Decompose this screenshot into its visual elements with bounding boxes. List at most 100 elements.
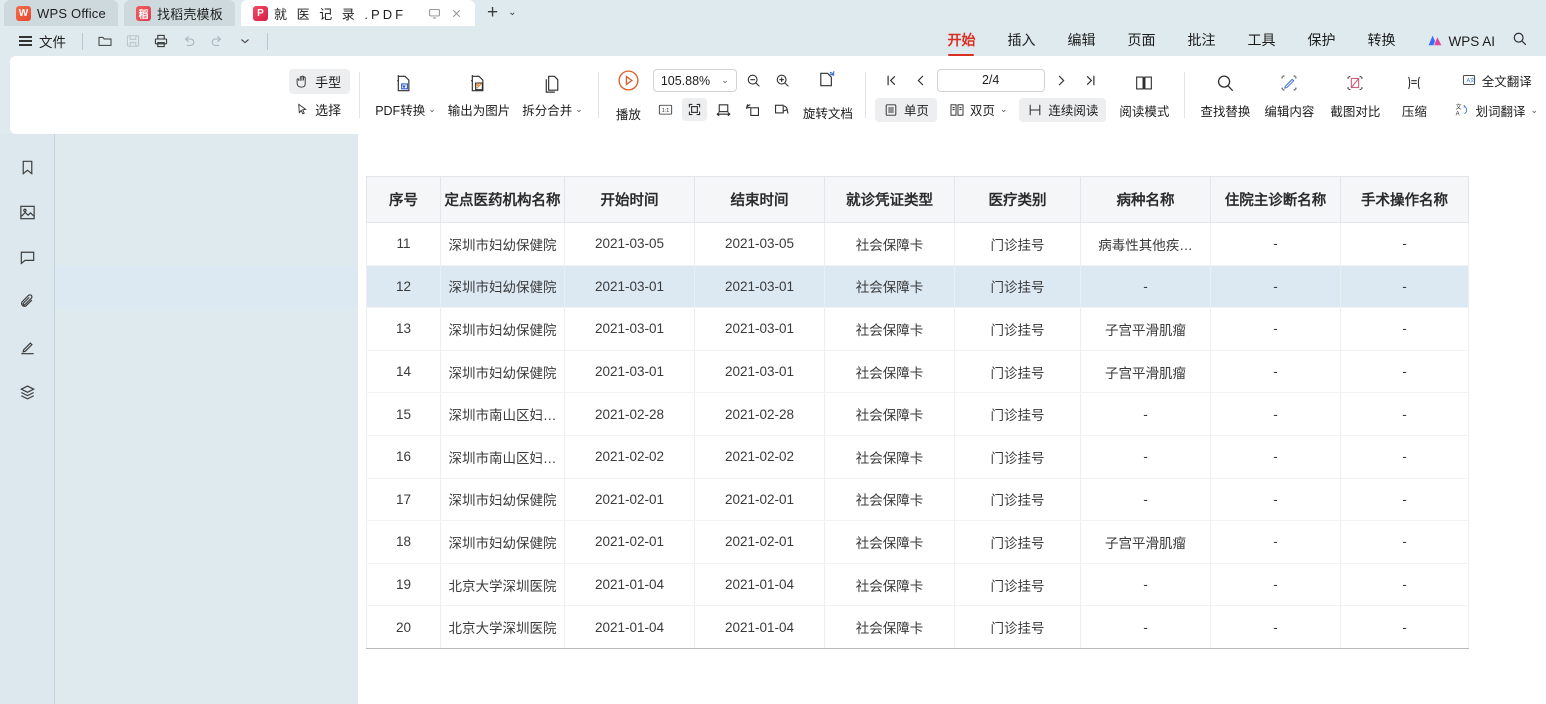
ribbon-tab-convert[interactable]: 转换: [1367, 32, 1396, 48]
table-row[interactable]: 18 深圳市妇幼保健院 2021-02-01 2021-02-01 社会保障卡 门诊挂号子…: [366, 520, 1469, 564]
chevron-down-icon[interactable]: ⌄: [428, 104, 436, 114]
attachment-icon[interactable]: [13, 289, 41, 315]
fit-width-icon[interactable]: [711, 98, 736, 121]
table-row[interactable]: 16 深圳市南山区妇… 2021-02-02 2021-02-02 社会保障卡 门诊挂号 -…: [366, 435, 1469, 479]
table-row[interactable]: 20 北京大学深圳医院 2021-01-04 2021-01-04 社会保障卡 门诊挂号 -…: [366, 605, 1469, 649]
zoom-level-select[interactable]: 105.88% ⌄: [652, 69, 737, 92]
undo-icon[interactable]: [176, 30, 202, 52]
prev-page-icon[interactable]: [908, 69, 933, 92]
split-merge-icon: [541, 71, 564, 95]
double-page-button[interactable]: 双页 ⌄: [941, 98, 1016, 122]
single-page-label: 单页: [903, 104, 929, 118]
table-row[interactable]: 17 深圳市妇幼保健院 2021-02-01 2021-02-01 社会保障卡 门诊挂号 -…: [366, 478, 1469, 522]
daoke-logo-icon: 稻: [135, 5, 151, 21]
table-row[interactable]: 19 北京大学深圳医院 2021-01-04 2021-01-04 社会保障卡 门诊挂号 -…: [366, 563, 1469, 607]
zoom-level-value: 105.88%: [660, 73, 711, 88]
divider: [82, 32, 83, 50]
select-tool-button[interactable]: 选择: [289, 97, 350, 122]
table-cell: 深圳市妇幼保健院: [440, 265, 565, 309]
table-row[interactable]: 13 深圳市妇幼保健院 2021-03-01 2021-03-01 社会保障卡 门诊挂号子…: [366, 307, 1469, 351]
tab-label: WPS Office: [37, 5, 106, 21]
first-page-icon[interactable]: [879, 69, 904, 92]
toolgroup-pointer: 手型 选择: [283, 56, 369, 134]
page-number-input[interactable]: 2/4: [936, 68, 1045, 92]
new-tab-button[interactable]: +: [487, 2, 499, 23]
document-viewport[interactable]: 序号 定点医药机构名称 开始时间 结束时间 就诊凭证类型 医疗类别 病种名称 住…: [56, 134, 1546, 704]
monitor-icon[interactable]: [428, 7, 441, 20]
col-header-index: 序号: [366, 176, 441, 223]
table-cell: -: [1210, 435, 1341, 479]
split-merge-button[interactable]: 拆分合并 ⌄: [516, 67, 589, 123]
chevron-down-icon[interactable]: ⌄: [999, 104, 1008, 114]
col-header-inpatient-diagnosis: 住院主诊断名称: [1210, 176, 1341, 223]
table-cell: 2021-02-01: [564, 478, 695, 522]
tab-daoke-template[interactable]: 稻 找稻壳模板: [123, 0, 235, 26]
print-icon[interactable]: [148, 30, 174, 52]
table-cell: -: [1210, 563, 1341, 607]
tab-pdf-document[interactable]: P 就 医 记 录 .PDF: [240, 0, 476, 26]
file-menu-button[interactable]: 文件: [12, 28, 73, 54]
svg-text:文: 文: [1470, 76, 1476, 84]
ribbon-tab-annotate[interactable]: 批注: [1187, 32, 1216, 48]
single-page-button[interactable]: 单页: [874, 97, 937, 122]
zoom-out-icon[interactable]: [741, 69, 766, 92]
customize-caret-icon[interactable]: [232, 30, 258, 52]
signature-icon[interactable]: [13, 334, 41, 360]
continuous-read-button[interactable]: 连续阅读: [1019, 97, 1107, 122]
ribbon-tab-page[interactable]: 页面: [1127, 32, 1156, 48]
close-icon[interactable]: [450, 7, 463, 20]
table-row[interactable]: 11 深圳市妇幼保健院 2021-03-05 2021-03-05 社会保障卡 门诊挂号病…: [366, 222, 1469, 266]
tab-wps-office[interactable]: W WPS Office: [4, 0, 118, 26]
zoom-in-icon[interactable]: [770, 69, 795, 92]
hand-tool-button[interactable]: 手型: [289, 68, 351, 94]
open-icon[interactable]: [92, 30, 118, 52]
thumbnail-icon[interactable]: [13, 199, 41, 225]
chevron-down-icon[interactable]: ⌄: [721, 75, 729, 85]
col-header-institution: 定点医药机构名称: [440, 176, 565, 223]
export-image-button[interactable]: 输出为图片: [442, 67, 517, 123]
table-cell: 深圳市妇幼保健院: [440, 520, 565, 564]
table-cell: 深圳市南山区妇…: [440, 435, 565, 479]
table-cell: 子宫平滑肌瘤: [1080, 520, 1211, 564]
chevron-down-icon[interactable]: ⌄: [575, 104, 583, 114]
fit-page-icon[interactable]: [682, 98, 708, 121]
select-tool-label: 选择: [315, 102, 342, 118]
table-cell: 门诊挂号: [954, 265, 1081, 309]
play-button[interactable]: 播放: [608, 68, 649, 123]
redo-icon[interactable]: [204, 30, 230, 52]
table-cell: -: [1340, 605, 1469, 649]
chevron-down-icon[interactable]: ⌄: [508, 7, 517, 18]
wps-ai-button[interactable]: WPS AI: [1411, 34, 1503, 49]
comment-icon[interactable]: [13, 244, 41, 270]
ribbon-tab-protect[interactable]: 保护: [1307, 32, 1336, 48]
layers-icon[interactable]: [13, 379, 41, 405]
ribbon-tab-start[interactable]: 开始: [931, 27, 991, 55]
screenshot-compare-label: 截图对比: [1330, 104, 1381, 119]
pdf-logo-icon: P: [252, 5, 268, 21]
table-cell: 社会保障卡: [824, 222, 955, 266]
bookmark-icon[interactable]: [13, 154, 41, 180]
ribbon-tab-tools[interactable]: 工具: [1247, 32, 1276, 48]
table-row[interactable]: 15 深圳市南山区妇… 2021-02-28 2021-02-28 社会保障卡 门诊挂号 -…: [366, 392, 1469, 436]
pdf-convert-button[interactable]: PDF转换 ⌄: [369, 67, 442, 123]
table-cell: 社会保障卡: [824, 435, 955, 479]
ribbon-tab-edit[interactable]: 编辑: [1067, 32, 1096, 48]
ribbon-tabs: 开始 插入 编辑 页面 批注 工具 保护 转换 WPS AI: [931, 27, 1546, 55]
rotate-left-icon[interactable]: [740, 98, 765, 121]
table-row[interactable]: 12 深圳市妇幼保健院 2021-03-01 2021-03-01 社会保障卡 门诊挂号 -…: [366, 265, 1469, 309]
actual-size-button[interactable]: 1:1: [653, 98, 678, 121]
search-icon[interactable]: [1503, 30, 1532, 52]
next-page-icon[interactable]: [1049, 69, 1074, 92]
table-row[interactable]: 14 深圳市妇幼保健院 2021-03-01 2021-03-01 社会保障卡 门诊挂号子…: [366, 350, 1469, 394]
chevron-down-icon[interactable]: ⌄: [1530, 104, 1538, 115]
table-cell: 13: [366, 307, 441, 351]
table-cell: 深圳市妇幼保健院: [440, 307, 565, 351]
last-page-icon[interactable]: [1078, 69, 1103, 92]
ribbon-tab-insert[interactable]: 插入: [1007, 32, 1036, 48]
rotate-right-icon[interactable]: [769, 98, 794, 121]
table-cell: 2021-02-01: [564, 520, 695, 564]
save-icon[interactable]: [120, 30, 146, 52]
table-cell: -: [1340, 222, 1469, 266]
